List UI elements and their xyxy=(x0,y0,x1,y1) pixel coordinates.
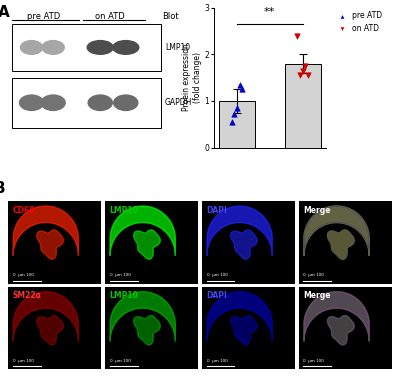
Text: GAPDH: GAPDH xyxy=(165,98,192,107)
Point xyxy=(302,63,308,69)
Ellipse shape xyxy=(20,40,43,55)
Text: 0  μm 100: 0 μm 100 xyxy=(304,273,324,277)
Y-axis label: Proein expression
(fold change): Proein expression (fold change) xyxy=(182,44,202,112)
Text: SM22α: SM22α xyxy=(13,291,42,300)
Text: Blot: Blot xyxy=(162,12,179,21)
Text: DAPI: DAPI xyxy=(206,205,227,215)
Point xyxy=(230,111,237,117)
Text: B: B xyxy=(0,181,6,196)
Point xyxy=(234,105,240,111)
Polygon shape xyxy=(134,316,160,345)
Point xyxy=(239,86,245,92)
Text: LMP10: LMP10 xyxy=(110,291,138,300)
Bar xyxy=(284,64,321,147)
Text: 0  μm 100: 0 μm 100 xyxy=(304,359,324,363)
Text: 0  μm 100: 0 μm 100 xyxy=(110,273,130,277)
Text: 0  μm 100: 0 μm 100 xyxy=(206,273,227,277)
Polygon shape xyxy=(134,230,160,259)
Polygon shape xyxy=(328,230,354,259)
Text: A: A xyxy=(0,5,10,20)
Ellipse shape xyxy=(41,40,65,55)
Point xyxy=(297,72,303,78)
Text: CD68: CD68 xyxy=(13,205,35,215)
Text: DAPI: DAPI xyxy=(206,291,227,300)
Text: LMP10: LMP10 xyxy=(165,43,190,52)
Point xyxy=(294,32,301,38)
Ellipse shape xyxy=(19,94,44,111)
Text: Merge: Merge xyxy=(304,205,331,215)
FancyBboxPatch shape xyxy=(12,78,161,128)
Bar xyxy=(219,101,255,147)
Text: LMP10: LMP10 xyxy=(110,205,138,215)
Polygon shape xyxy=(328,316,354,345)
Text: **: ** xyxy=(264,7,275,17)
FancyBboxPatch shape xyxy=(12,25,161,70)
Text: 0  μm 100: 0 μm 100 xyxy=(13,273,34,277)
Point xyxy=(305,72,311,78)
Text: 0  μm 100: 0 μm 100 xyxy=(13,359,34,363)
Text: on ATD: on ATD xyxy=(95,12,125,21)
Legend: pre ATD, on ATD: pre ATD, on ATD xyxy=(334,11,382,33)
Polygon shape xyxy=(37,316,64,345)
Polygon shape xyxy=(230,230,257,259)
Text: 0  μm 100: 0 μm 100 xyxy=(110,359,130,363)
Ellipse shape xyxy=(40,94,66,111)
Ellipse shape xyxy=(88,94,113,111)
Point xyxy=(228,119,235,125)
Text: Merge: Merge xyxy=(304,291,331,300)
Polygon shape xyxy=(328,230,354,259)
Polygon shape xyxy=(328,316,354,345)
Polygon shape xyxy=(37,230,64,259)
Text: pre ATD: pre ATD xyxy=(27,12,60,21)
Polygon shape xyxy=(230,316,257,345)
Ellipse shape xyxy=(113,94,138,111)
Text: 0  μm 100: 0 μm 100 xyxy=(206,359,227,363)
Point xyxy=(300,67,306,74)
Point xyxy=(237,81,243,87)
Ellipse shape xyxy=(112,40,140,55)
Ellipse shape xyxy=(86,40,114,55)
